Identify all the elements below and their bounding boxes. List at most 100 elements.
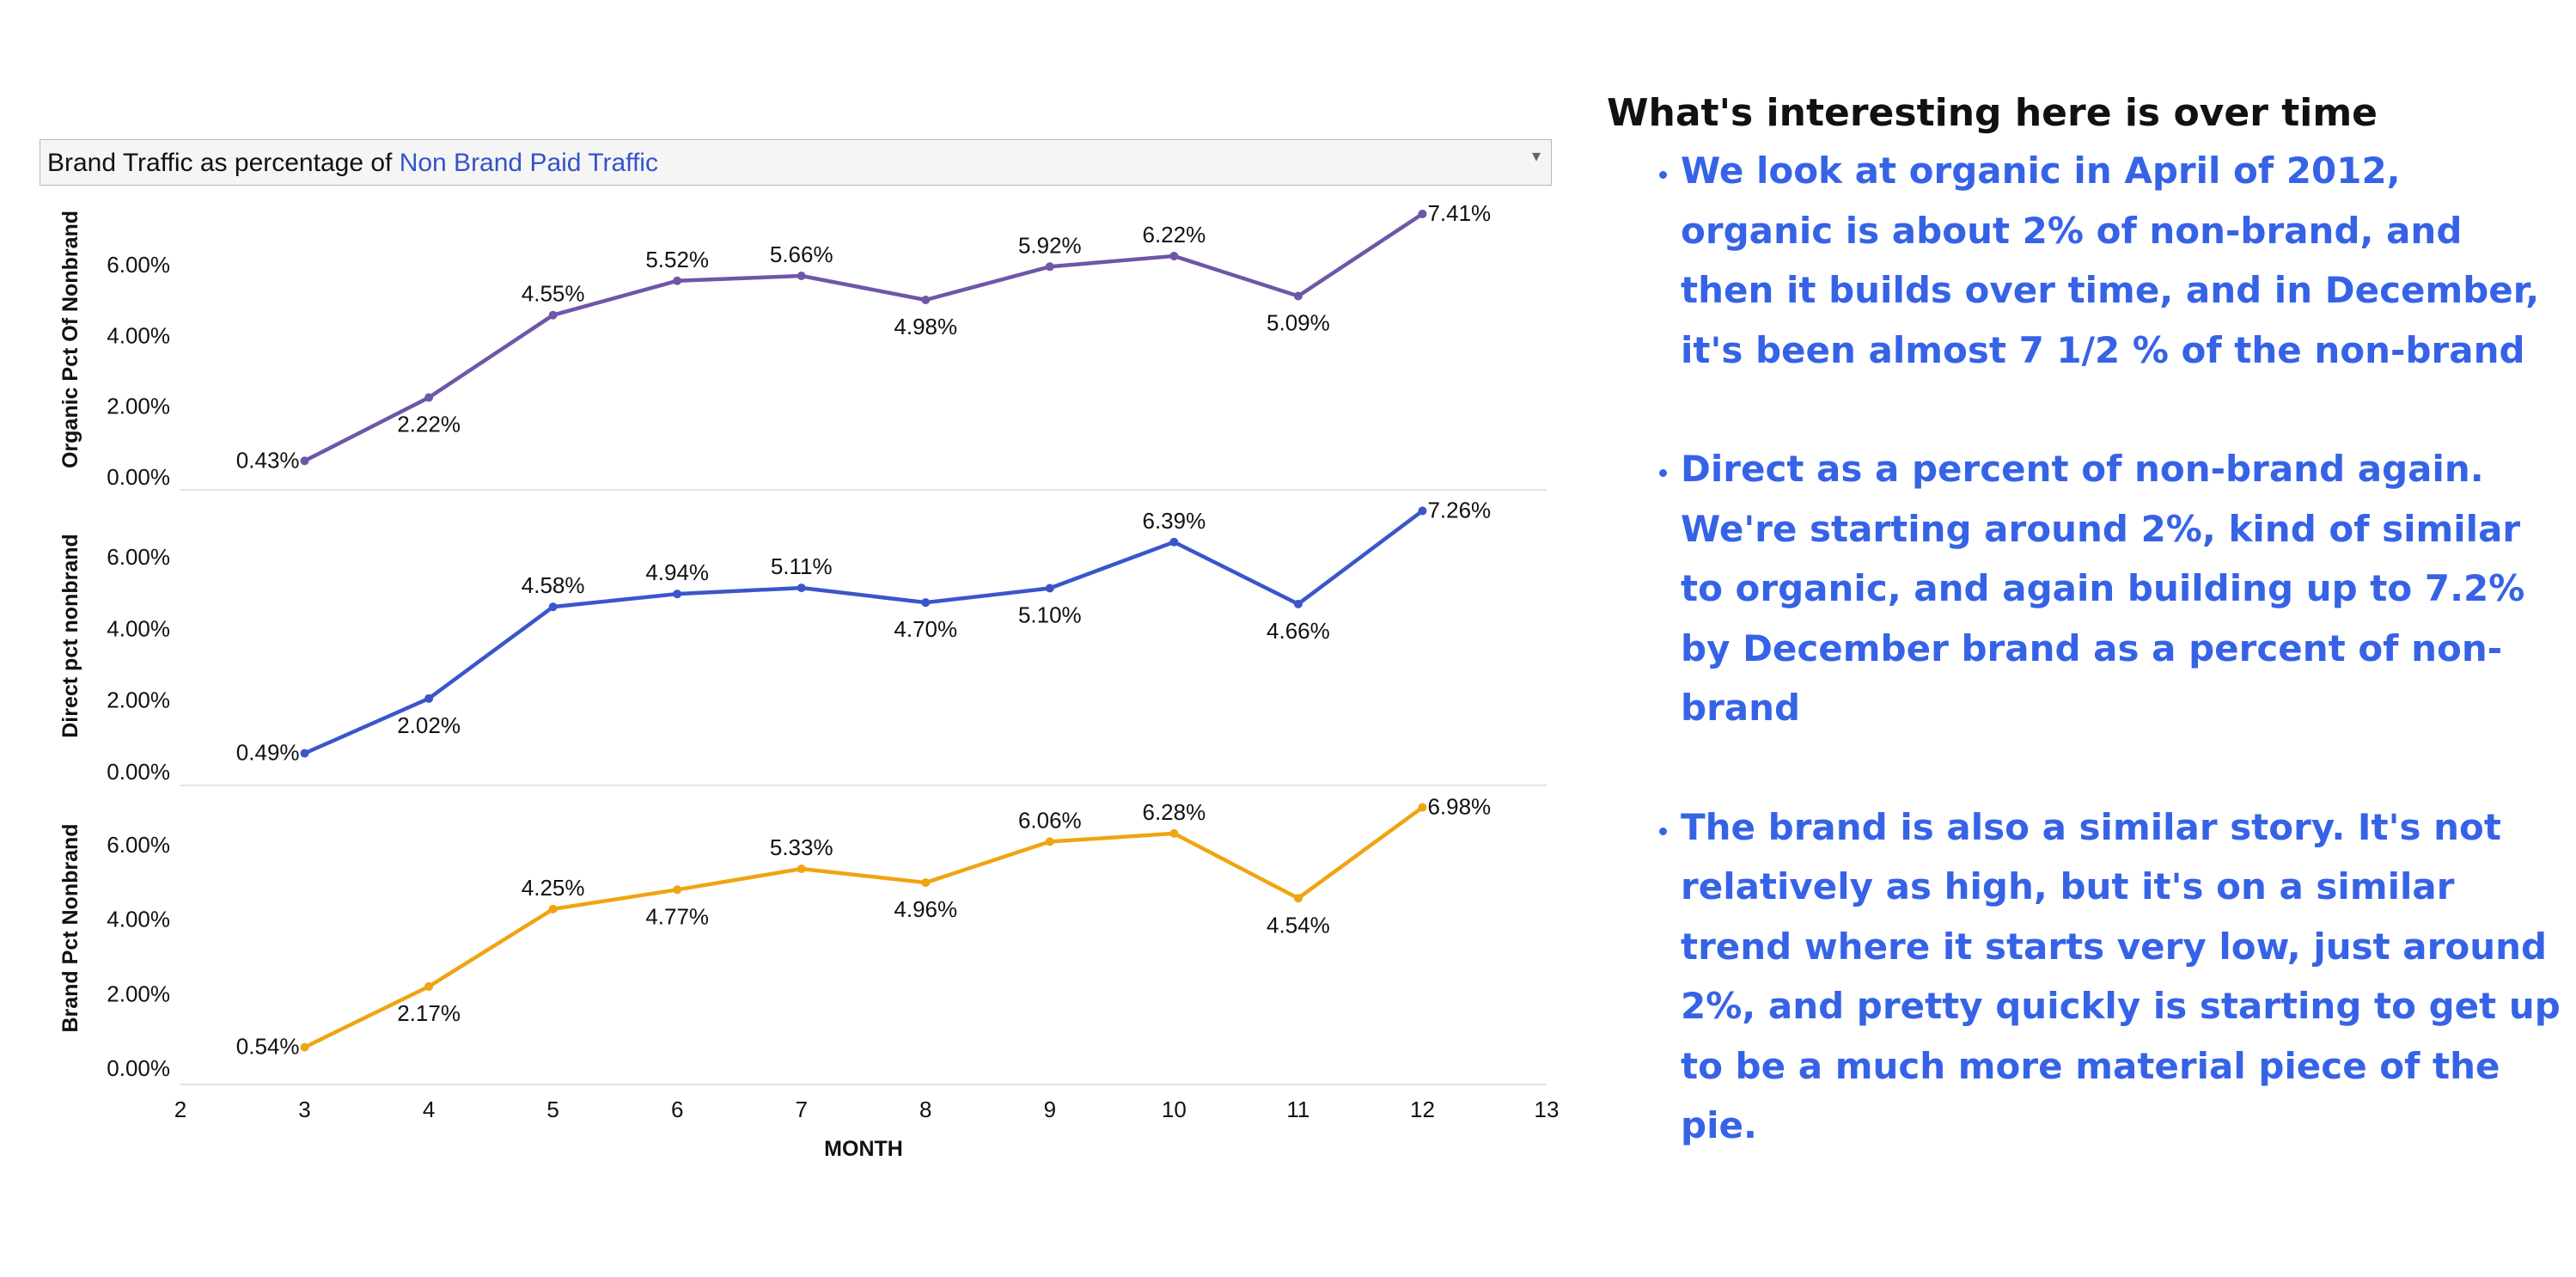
data-point: [300, 748, 309, 758]
y-axis-title: Organic Pct Of Nonbrand: [58, 211, 82, 468]
data-point: [1169, 828, 1179, 838]
data-label: 0.54%: [236, 1034, 300, 1060]
data-point: [1418, 209, 1427, 218]
x-tick-label: 4: [423, 1097, 435, 1122]
data-label: 4.96%: [894, 896, 957, 922]
data-label: 4.66%: [1267, 618, 1330, 644]
y-tick-label: 0.00%: [107, 464, 170, 490]
data-label: 7.41%: [1427, 200, 1491, 226]
y-axis-title: Direct pct nonbrand: [58, 534, 82, 738]
data-point: [300, 456, 309, 466]
data-label: 5.52%: [645, 247, 709, 272]
x-tick-label: 2: [174, 1097, 186, 1122]
chevron-down-icon[interactable]: ▾: [1531, 147, 1541, 166]
dropdown-label-prefix: Brand Traffic as percentage of: [47, 149, 400, 177]
data-point: [797, 865, 806, 874]
y-tick-label: 6.00%: [107, 832, 170, 858]
data-point: [921, 598, 931, 608]
data-label: 4.55%: [522, 281, 585, 307]
notes-list: We look at organic in April of 2012, org…: [1607, 141, 2565, 1156]
data-point: [1045, 837, 1054, 846]
data-label: 2.22%: [397, 412, 461, 437]
data-label: 4.58%: [522, 572, 585, 598]
notes-heading: What's interesting here is over time: [1607, 91, 2378, 135]
y-tick-label: 0.00%: [107, 1055, 170, 1081]
y-tick-label: 2.00%: [107, 394, 170, 419]
line-chart: 0.00% 2.00% 4.00% 6.00% Organic Pct Of Nonbr…: [58, 200, 1560, 1161]
data-point: [797, 584, 806, 593]
data-label: 5.10%: [1018, 602, 1082, 628]
data-label: 5.66%: [770, 241, 833, 267]
measure-dropdown[interactable]: Brand Traffic as percentage of Non Brand…: [40, 139, 1552, 186]
data-label: 5.09%: [1267, 309, 1330, 335]
data-point: [300, 1042, 309, 1052]
data-label: 2.17%: [397, 1000, 461, 1026]
y-tick-label: 6.00%: [107, 544, 170, 570]
data-point: [424, 393, 434, 402]
data-point: [424, 981, 434, 991]
data-label: 7.26%: [1427, 498, 1491, 523]
data-label: 0.43%: [236, 447, 300, 473]
note-bullet-brand: The brand is also a similar story. It's …: [1681, 797, 2565, 1156]
data-point: [1045, 262, 1054, 272]
x-tick-label: 5: [546, 1097, 559, 1122]
data-label: 4.25%: [522, 875, 585, 901]
data-point: [1418, 803, 1427, 812]
data-point: [1418, 506, 1427, 516]
data-label: 5.33%: [770, 834, 833, 860]
data-point: [1169, 251, 1179, 260]
x-tick-label: 11: [1286, 1097, 1309, 1122]
data-point: [1045, 584, 1054, 593]
data-point: [1293, 291, 1303, 301]
data-label: 5.92%: [1018, 232, 1082, 258]
data-point: [424, 693, 434, 703]
dropdown-label: Brand Traffic as percentage of Non Brand…: [47, 149, 658, 178]
data-label: 6.28%: [1142, 799, 1206, 825]
data-label: 4.54%: [1267, 912, 1330, 938]
x-tick-label: 10: [1162, 1097, 1187, 1122]
data-point: [673, 590, 682, 599]
data-point: [673, 276, 682, 285]
data-point: [1293, 894, 1303, 903]
data-label: 4.98%: [894, 314, 957, 339]
note-bullet-organic: We look at organic in April of 2012, org…: [1681, 141, 2565, 380]
y-tick-label: 2.00%: [107, 981, 170, 1006]
data-label: 0.49%: [236, 740, 300, 766]
data-point: [797, 271, 806, 280]
y-tick-label: 0.00%: [107, 759, 170, 785]
y-tick-label: 4.00%: [107, 615, 170, 641]
y-tick-label: 4.00%: [107, 322, 170, 348]
series-line-2: [303, 805, 1424, 1049]
x-tick-label: 8: [919, 1097, 931, 1122]
x-tick-label: 6: [671, 1097, 683, 1122]
data-point: [921, 878, 931, 888]
data-point: [548, 602, 558, 612]
data-point: [921, 295, 931, 304]
data-point: [1169, 537, 1179, 547]
dropdown-label-highlight: Non Brand Paid Traffic: [399, 149, 658, 177]
data-label: 5.11%: [771, 553, 833, 579]
data-label: 4.94%: [645, 559, 709, 585]
data-point: [548, 904, 558, 913]
data-label: 6.22%: [1142, 222, 1206, 247]
x-tick-label: 7: [795, 1097, 807, 1122]
data-label: 6.98%: [1427, 794, 1491, 820]
data-point: [1293, 599, 1303, 608]
y-tick-label: 4.00%: [107, 907, 170, 932]
y-tick-label: 2.00%: [107, 687, 170, 713]
y-tick-label: 6.00%: [107, 252, 170, 278]
note-bullet-direct: Direct as a percent of non-brand again. …: [1681, 439, 2565, 738]
x-tick-label: 3: [298, 1097, 310, 1122]
y-axis-title: Brand Pct Nonbrand: [58, 823, 82, 1032]
data-label: 4.70%: [894, 616, 957, 642]
x-tick-label: 13: [1535, 1097, 1560, 1122]
data-label: 6.39%: [1142, 508, 1206, 534]
x-axis-title: MONTH: [824, 1137, 903, 1161]
data-label: 4.77%: [645, 903, 709, 929]
data-label: 2.02%: [397, 712, 461, 738]
x-tick-label: 12: [1410, 1097, 1435, 1122]
data-point: [673, 885, 682, 895]
commentary-panel: What's interesting here is over time We …: [1607, 86, 2565, 1215]
data-point: [548, 310, 558, 320]
x-tick-label: 9: [1044, 1097, 1056, 1122]
